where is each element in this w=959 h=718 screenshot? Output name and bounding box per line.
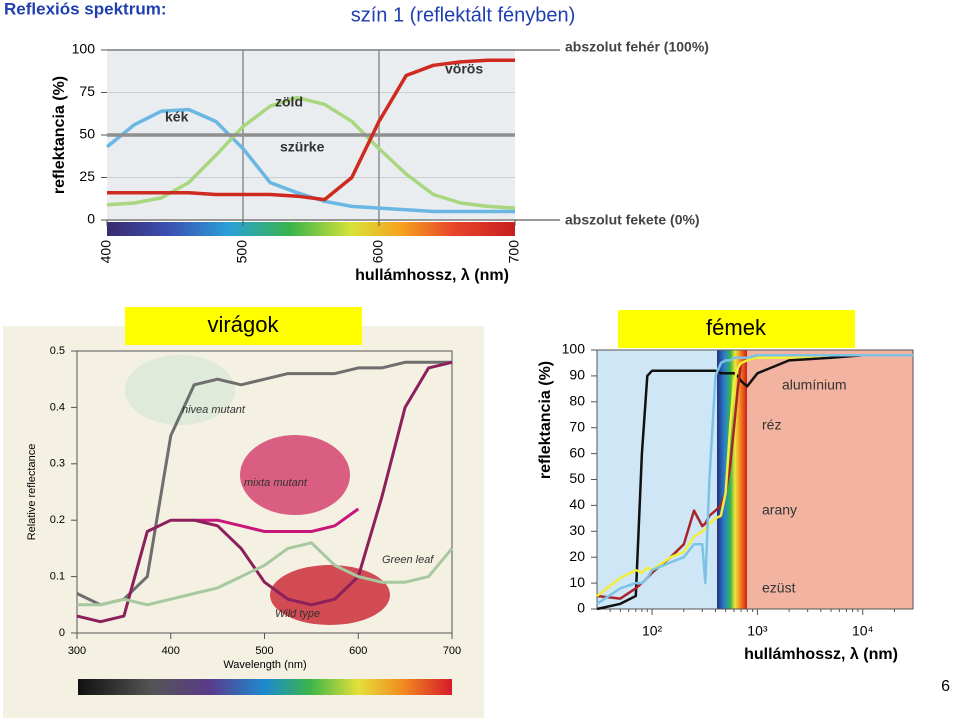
y-tick-label: 60 [569,444,585,460]
y-tick-label: 0 [577,600,585,616]
annotation: abszolut fehér (100%) [565,39,709,55]
panel-background [3,326,484,718]
x-tick-label: 600 [370,240,386,264]
series-label: kék [165,109,189,125]
y-tick-label: 0.4 [50,401,65,413]
x-tick-label: 700 [443,645,461,657]
x-tick-label: 10³ [747,623,768,639]
y-tick-label: 0.3 [50,458,65,470]
chart-title: fémek [706,315,767,340]
y-tick-label: 0 [87,211,95,227]
series-label: vörös [445,61,483,77]
x-tick-label: 500 [234,240,250,264]
y-tick-label: 75 [79,83,95,99]
series-label: szürke [280,139,325,155]
series-line [107,58,515,202]
x-tick-label: 10⁴ [852,623,874,639]
annotation: abszolut fekete (0%) [565,212,700,228]
y-tick-label: 0 [59,627,65,639]
page-number: 6 [941,678,950,695]
series-line [596,353,913,611]
y-tick-label: 25 [79,168,95,184]
ir-region [747,350,913,609]
spectrum-band [107,222,515,236]
y-tick-label: 90 [569,367,585,383]
y-tick-label: 50 [569,470,585,486]
y-tick-label: 20 [569,548,585,564]
y-tick-label: 0.1 [50,571,65,583]
y-tick-label: 0.5 [50,345,65,357]
visible-region [717,350,747,609]
flower-image [240,435,350,515]
flower-image [270,565,390,625]
y-tick-label: 10 [569,574,585,590]
series-line [596,353,913,605]
x-tick-label: 300 [68,645,86,657]
title-box [125,307,362,345]
x-tick-label: 600 [349,645,367,657]
flower-image [125,355,235,425]
y-tick-label: 30 [569,522,585,538]
title-box [618,310,855,348]
x-tick-label: 10² [642,623,663,639]
x-tick-label: 500 [255,645,273,657]
y-tick-label: 70 [569,418,585,434]
x-axis-label: hullámhossz, λ (nm) [355,267,509,284]
series-label: ezüst [762,580,796,596]
charts: szín 1 (reflektált fényben) hullámhossz, … [26,4,914,671]
series-label: Wild type [275,608,320,620]
y-axis-label: reflektancia (%) [537,361,554,479]
spectrum-band [78,679,452,695]
series-line [106,95,516,210]
y-tick-label: 40 [569,496,585,512]
y-tick-label: 0.2 [50,514,65,526]
series-label: Green leaf [382,554,434,566]
series-label: nivea mutant [182,404,246,416]
x-tick-label: 400 [98,240,114,264]
series-label: alumínium [782,377,847,393]
series-line [76,360,452,607]
series-line [194,507,360,533]
y-tick-label: 100 [562,341,586,357]
x-axis-label: Wavelength (nm) [223,659,306,671]
y-tick-label: 100 [72,41,96,57]
y-axis-label: reflektancia (%) [51,76,68,194]
series-line [596,353,913,597]
x-tick-label: 400 [162,645,180,657]
y-tick-label: 80 [569,393,585,409]
series-label: mixta mutant [244,477,308,489]
chart-title: szín 1 (reflektált fényben) [351,4,576,26]
series-line [77,541,454,607]
x-axis-label: hullámhossz, λ (nm) [744,646,898,663]
y-axis-label: Relative reflectance [26,444,38,541]
x-tick-label: 700 [506,240,522,264]
chart-title: virágok [208,312,280,337]
series-label: arany [762,502,797,518]
series-label: réz [762,417,781,433]
slide-title: Reflexiós spektrum: [4,0,167,18]
series-line [76,360,453,624]
y-tick-label: 50 [79,126,95,142]
series-label: zöld [275,94,303,110]
